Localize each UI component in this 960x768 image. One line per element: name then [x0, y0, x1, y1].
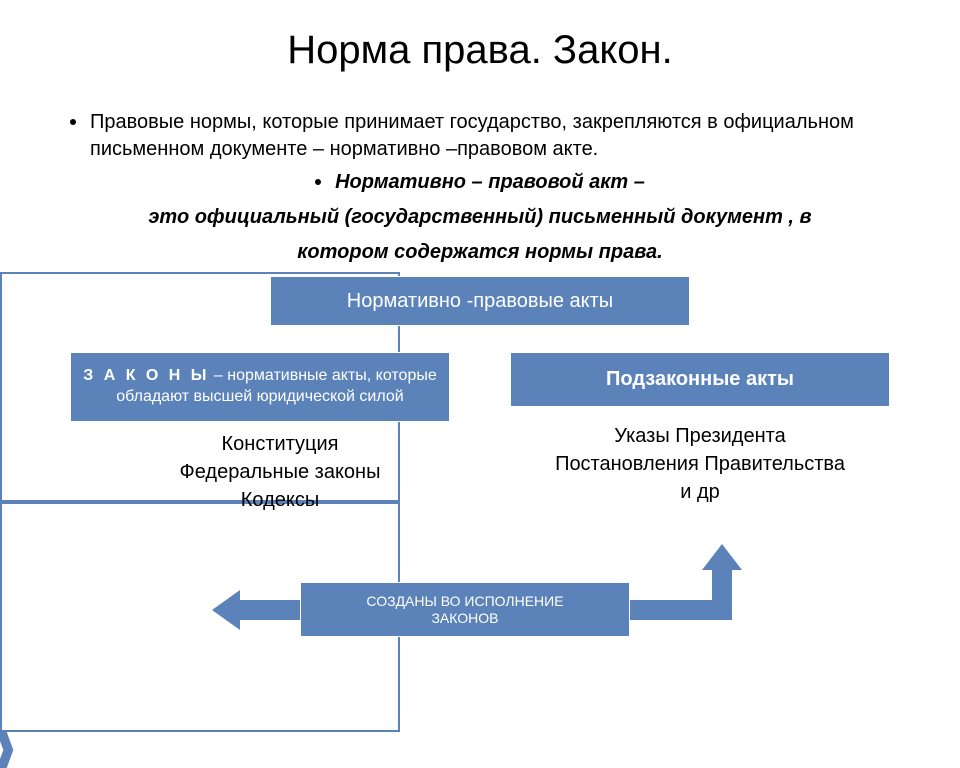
left-ex-2: Федеральные законы — [80, 458, 480, 486]
left-ex-3: Кодексы — [80, 486, 480, 514]
arrow-right-head-icon — [702, 544, 742, 570]
arrow-right-vert-icon — [712, 570, 732, 620]
arrow-left-head-icon — [212, 590, 240, 630]
right-ex-1: Указы Президента — [500, 422, 900, 450]
definition-line-1: это официальный (государственный) письме… — [0, 202, 960, 239]
node-sub: Подзаконные акты — [510, 352, 890, 407]
left-ex-1: Конституция — [80, 430, 480, 458]
page-title: Норма права. Закон. — [0, 0, 960, 91]
bullet-1: Правовые нормы, которые принимает госуда… — [70, 109, 890, 163]
bullet-dot-icon — [70, 119, 76, 125]
bullet-block: Правовые нормы, которые принимает госуда… — [0, 91, 960, 196]
bullet-2-text: Нормативно – правовой акт – — [335, 169, 645, 196]
node-laws: З А К О Н Ы – нормативные акты, которые … — [70, 352, 450, 422]
bullet-2: Нормативно – правовой акт – — [70, 169, 890, 196]
bottom-l2: ЗАКОНОВ — [431, 610, 498, 626]
right-ex-2: Постановления Правительства — [500, 450, 900, 478]
node-top: Нормативно -правовые акты — [270, 276, 690, 326]
bullet-dot-icon — [315, 179, 321, 185]
connector-left-icon — [0, 732, 13, 750]
right-ex-3: и др — [500, 478, 900, 506]
right-examples: Указы Президента Постановления Правитель… — [500, 422, 900, 506]
bottom-l1: СОЗДАНЫ ВО ИСПОЛНЕНИЕ — [366, 593, 563, 609]
node-bottom: СОЗДАНЫ ВО ИСПОЛНЕНИЕ ЗАКОНОВ — [300, 582, 630, 637]
laws-spaced: З А К О Н Ы — [83, 367, 209, 384]
arrow-left-shaft-icon — [240, 600, 300, 620]
left-examples: Конституция Федеральные законы Кодексы — [80, 430, 480, 514]
bullet-1-text: Правовые нормы, которые принимает госуда… — [90, 109, 890, 163]
connector-right-icon — [0, 750, 13, 768]
diagram: Нормативно -правовые акты З А К О Н Ы – … — [0, 272, 960, 682]
definition-line-2: котором содержатся нормы права. — [0, 239, 960, 272]
